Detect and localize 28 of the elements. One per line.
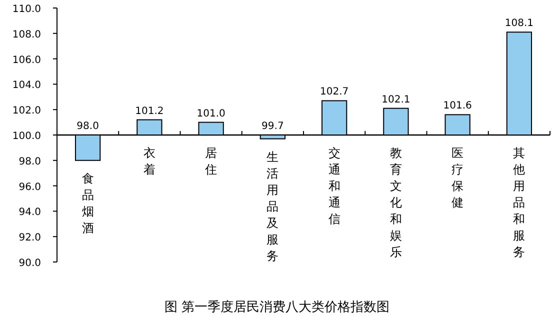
y-tick-label: 108.0 xyxy=(12,29,41,40)
data-label: 101.6 xyxy=(443,100,472,112)
data-label: 99.7 xyxy=(262,121,284,132)
y-tick-label: 110.0 xyxy=(12,4,41,15)
x-tick-label: 教育文化和娱乐 xyxy=(390,146,402,259)
y-tick-label: 92.0 xyxy=(18,232,41,244)
y-tick-label: 102.0 xyxy=(12,106,41,117)
y-tick-label: 90.0 xyxy=(18,258,41,269)
x-tick-label: 生活用品及服务 xyxy=(266,150,279,263)
y-tick-label: 98.0 xyxy=(18,156,41,168)
data-label: 102.1 xyxy=(382,94,410,106)
data-label: 98.0 xyxy=(76,121,99,132)
data-label: 101.2 xyxy=(135,106,164,117)
x-tick-label: 其他用品和服务 xyxy=(513,146,526,259)
x-tick-label: 居住 xyxy=(204,146,218,176)
x-tick-label: 医疗保健 xyxy=(452,146,464,210)
data-label: 102.7 xyxy=(320,86,349,98)
text: 图 第一季度居民消费八大类价格指数图 xyxy=(164,299,390,315)
y-tick-label: 94.0 xyxy=(18,207,41,218)
data-label: 108.1 xyxy=(504,18,534,30)
y-tick-label: 100.0 xyxy=(12,131,41,142)
x-tick-label: 交通和通信 xyxy=(328,146,340,226)
y-tick-label: 96.0 xyxy=(18,182,41,193)
data-label: 101.0 xyxy=(196,108,226,120)
x-tick-label: 食品烟酒 xyxy=(82,171,94,235)
x-tick-label: 衣着 xyxy=(143,146,156,176)
y-tick-label: 106.0 xyxy=(12,54,41,66)
y-tick-label: 104.0 xyxy=(12,80,41,92)
